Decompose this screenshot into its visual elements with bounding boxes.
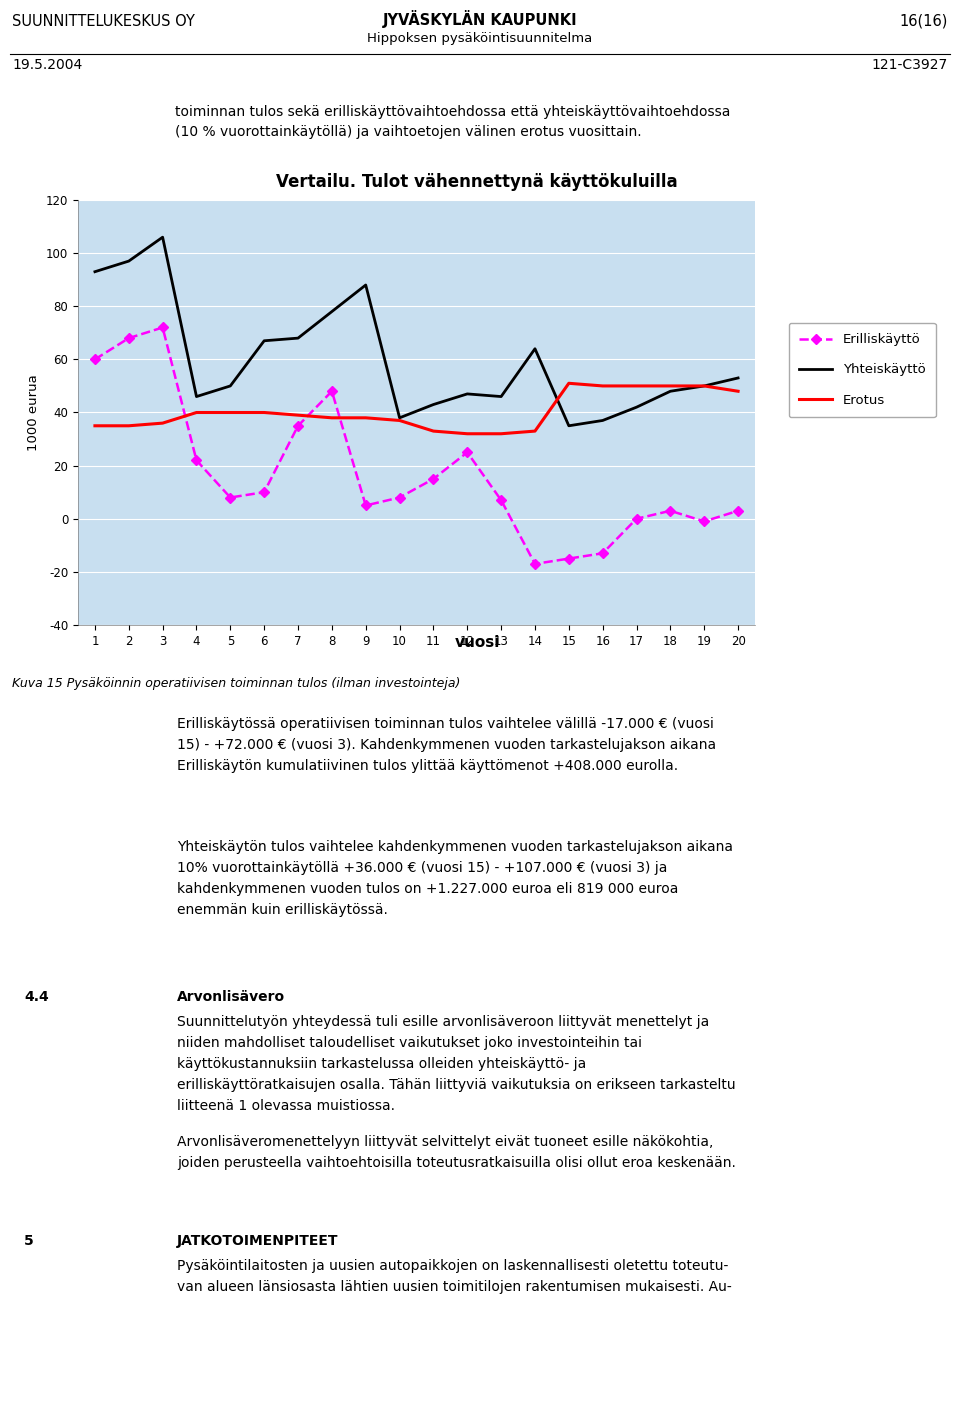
Text: Arvonlisäveromenettelyyn liittyvät selvittelyt eivät tuoneet esille näkökohtia,: Arvonlisäveromenettelyyn liittyvät selvi… [177, 1135, 713, 1149]
Text: JATKOTOIMENPITEET: JATKOTOIMENPITEET [177, 1234, 339, 1248]
Text: kahdenkymmenen vuoden tulos on +1.227.000 euroa eli 819 000 euroa: kahdenkymmenen vuoden tulos on +1.227.00… [177, 882, 679, 896]
Text: Yhteiskäytön tulos vaihtelee kahdenkymmenen vuoden tarkastelujakson aikana: Yhteiskäytön tulos vaihtelee kahdenkymme… [177, 839, 733, 853]
Text: 16(16): 16(16) [900, 14, 948, 30]
Text: SUUNNITTELUKESKUS OY: SUUNNITTELUKESKUS OY [12, 14, 195, 30]
Text: käyttökustannuksiin tarkastelussa olleiden yhteiskäyttö- ja: käyttökustannuksiin tarkastelussa olleid… [177, 1057, 587, 1071]
Text: enemmän kuin erilliskäytössä.: enemmän kuin erilliskäytössä. [177, 903, 388, 917]
Text: joiden perusteella vaihtoehtoisilla toteutusratkaisuilla olisi ollut eroa kesken: joiden perusteella vaihtoehtoisilla tote… [177, 1156, 736, 1170]
Text: Pysäköintilaitosten ja uusien autopaikkojen on laskennallisesti oletettu toteutu: Pysäköintilaitosten ja uusien autopaikko… [177, 1259, 729, 1273]
Text: Kuva 15 Pysäköinnin operatiivisen toiminnan tulos (ilman investointeja): Kuva 15 Pysäköinnin operatiivisen toimin… [12, 677, 461, 690]
Text: vuosi: vuosi [454, 634, 500, 650]
Text: 19.5.2004: 19.5.2004 [12, 58, 83, 72]
Text: 5: 5 [24, 1234, 34, 1248]
Text: van alueen länsiosasta lähtien uusien toimitilojen rakentumisen mukaisesti. Au-: van alueen länsiosasta lähtien uusien to… [177, 1280, 732, 1294]
Text: liitteenä 1 olevassa muistiossa.: liitteenä 1 olevassa muistiossa. [177, 1099, 395, 1113]
Text: 15) - +72.000 € (vuosi 3). Kahdenkymmenen vuoden tarkastelujakson aikana: 15) - +72.000 € (vuosi 3). Kahdenkymmene… [177, 738, 716, 752]
Text: JYVÄSKYLÄN KAUPUNKI: JYVÄSKYLÄN KAUPUNKI [383, 10, 577, 28]
Text: niiden mahdolliset taloudelliset vaikutukset joko investointeihin tai: niiden mahdolliset taloudelliset vaikutu… [177, 1036, 642, 1050]
Text: erilliskäyttöratkaisujen osalla. Tähän liittyviä vaikutuksia on erikseen tarkast: erilliskäyttöratkaisujen osalla. Tähän l… [177, 1078, 735, 1092]
Text: Suunnittelutyön yhteydessä tuli esille arvonlisäveroon liittyvät menettelyt ja: Suunnittelutyön yhteydessä tuli esille a… [177, 1015, 709, 1029]
Text: Erilliskäytössä operatiivisen toiminnan tulos vaihtelee välillä -17.000 € (vuosi: Erilliskäytössä operatiivisen toiminnan … [177, 716, 714, 731]
Text: Erilliskäytön kumulatiivinen tulos ylittää käyttömenot +408.000 eurolla.: Erilliskäytön kumulatiivinen tulos ylitt… [177, 759, 678, 773]
Text: Vertailu. Tulot vähennettynä käyttökuluilla: Vertailu. Tulot vähennettynä käyttökului… [276, 172, 678, 191]
Text: 4.4: 4.4 [24, 991, 49, 1005]
Text: 10% vuorottainkäytöllä +36.000 € (vuosi 15) - +107.000 € (vuosi 3) ja: 10% vuorottainkäytöllä +36.000 € (vuosi … [177, 861, 667, 875]
Text: toiminnan tulos sekä erilliskäyttövaihtoehdossa että yhteiskäyttövaihtoehdossa: toiminnan tulos sekä erilliskäyttövaihto… [175, 105, 731, 119]
Text: Hippoksen pysäköintisuunnitelma: Hippoksen pysäköintisuunnitelma [368, 32, 592, 45]
Text: Arvonlisävero: Arvonlisävero [177, 991, 285, 1005]
Legend: Erilliskäyttö, Yhteiskäyttö, Erotus: Erilliskäyttö, Yhteiskäyttö, Erotus [789, 322, 936, 417]
Text: 121-C3927: 121-C3927 [872, 58, 948, 72]
Y-axis label: 1000 eurua: 1000 eurua [27, 374, 40, 451]
Text: (10 % vuorottainkäytöllä) ja vaihtoetojen välinen erotus vuosittain.: (10 % vuorottainkäytöllä) ja vaihtoetoje… [175, 124, 641, 138]
